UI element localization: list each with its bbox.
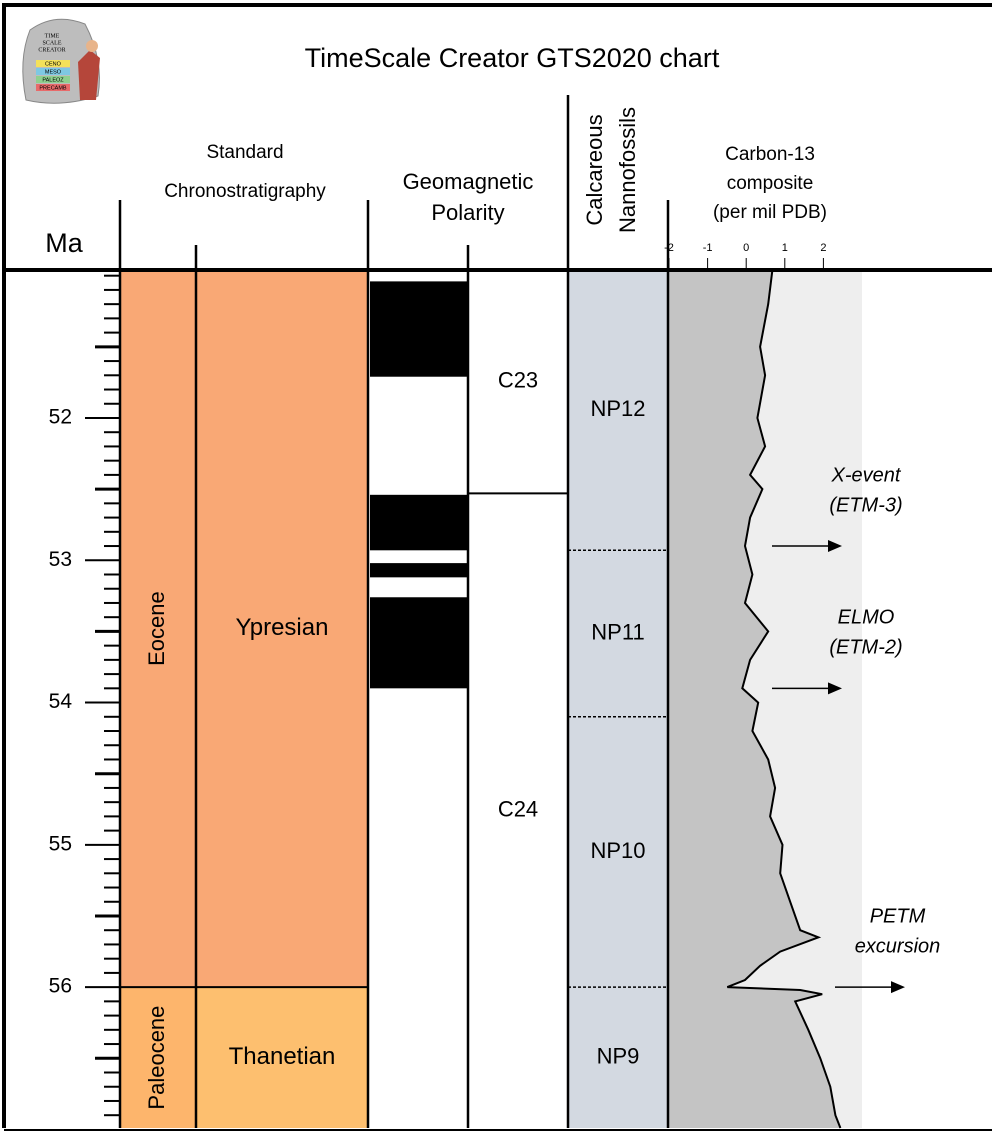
y-tick-label: 56	[49, 975, 72, 998]
event-label: ELMO	[838, 607, 895, 629]
chart-title: TimeScale Creator GTS2020 chart	[305, 43, 720, 73]
logo-text: CREATOR	[38, 47, 65, 53]
chart: Eocene Paleocene Ypresian Thanetian C23 C24 NP…	[0, 0, 992, 1133]
epoch-label: Eocene	[144, 591, 169, 666]
column-header: (per mil PDB)	[713, 202, 827, 223]
chron-label: C24	[498, 797, 538, 822]
logo-head	[86, 40, 98, 52]
column-header: Calcareous	[582, 114, 607, 225]
x-tick-label: 0	[743, 242, 749, 254]
x-tick-label: -1	[703, 242, 713, 254]
column-header: Chronostratigraphy	[164, 181, 326, 202]
x-tick-label: 1	[782, 242, 788, 254]
column-header: Polarity	[431, 200, 504, 225]
stage-label: Ypresian	[236, 614, 329, 641]
logo-text: TIME	[45, 33, 60, 39]
event-label: excursion	[855, 935, 941, 957]
column-header: Standard	[206, 142, 283, 163]
normal-polarity-band	[370, 281, 468, 376]
column-header: Geomagnetic	[403, 169, 534, 194]
zone-label: NP10	[590, 838, 645, 863]
event-label: PETM	[870, 905, 926, 927]
y-tick-label: 55	[49, 832, 72, 855]
zone-label: NP12	[590, 396, 645, 421]
event-label: (ETM-3)	[829, 494, 902, 516]
chron-label: C23	[498, 368, 538, 393]
x-tick-label: 2	[820, 242, 826, 254]
normal-polarity-band	[370, 597, 468, 688]
zone-label: NP9	[597, 1043, 640, 1068]
y-tick-label: 53	[49, 548, 72, 571]
column-header: Carbon-13	[725, 144, 815, 165]
event-label: X-event	[831, 464, 902, 486]
epoch-label: Paleocene	[144, 1006, 169, 1110]
logo-band-label: CENO	[45, 61, 62, 67]
column-header: Nannofossils	[615, 107, 640, 233]
axis-label: Ma	[45, 228, 83, 258]
logo-text: SCALE	[42, 40, 61, 46]
logo-band-label: MESO	[45, 69, 62, 75]
event-label: (ETM-2)	[829, 637, 902, 659]
column-header: composite	[727, 173, 814, 194]
stage-label: Thanetian	[229, 1043, 336, 1070]
normal-polarity-band	[370, 495, 468, 550]
logo-band-label: PALEOZ	[42, 77, 64, 83]
y-tick-label: 54	[49, 690, 73, 713]
normal-polarity-band	[370, 563, 468, 577]
logo-band-label: PRECAMB	[39, 85, 67, 91]
y-tick-label: 52	[49, 406, 72, 429]
zone-label: NP11	[591, 619, 644, 644]
